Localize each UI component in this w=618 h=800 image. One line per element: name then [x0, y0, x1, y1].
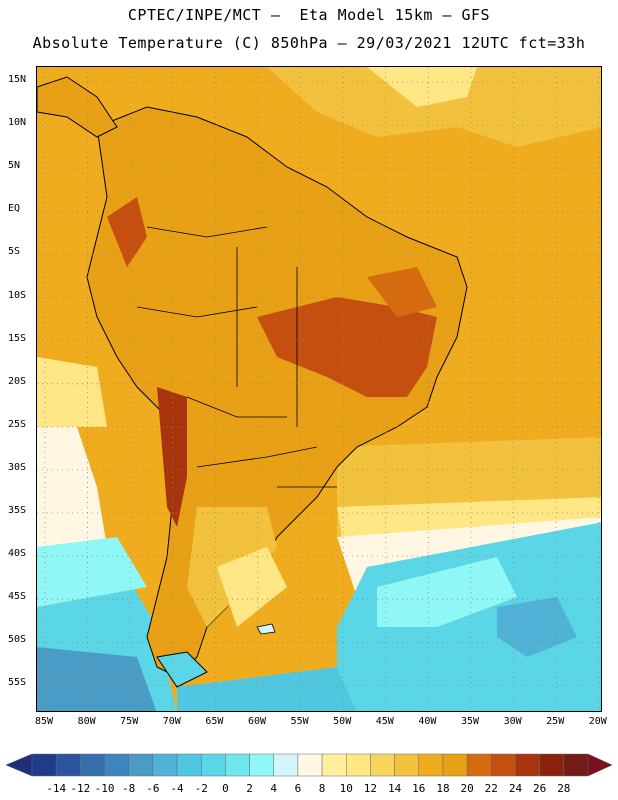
colorbar-cell: [273, 753, 299, 777]
colorbar-cell: [394, 753, 420, 777]
colorbar-tick-label: 16: [412, 782, 426, 795]
colorbar-cell: [297, 753, 323, 777]
lon-tick-label: 60W: [247, 716, 267, 727]
colorbar-tick-label: -2: [194, 782, 208, 795]
lat-tick-label: 10S: [8, 289, 27, 301]
north-atlantic-light: [367, 67, 477, 107]
lon-tick-label: 50W: [333, 716, 352, 727]
colorbar-tick-label: -12: [70, 782, 91, 795]
lat-tick-label: EQ: [8, 203, 21, 215]
temperature-map: [36, 66, 602, 712]
south-ocean-cyan: [337, 522, 601, 711]
lat-tick-label: 45S: [8, 591, 27, 603]
lon-tick-label: 25W: [546, 716, 565, 727]
colorbar-tick-label: 10: [339, 782, 353, 795]
colorbar-max-arrow: [587, 753, 613, 777]
colorbar-tick-label: 6: [294, 782, 302, 795]
colorbar-tick-label: -8: [122, 782, 136, 795]
colorbar-cell: [80, 753, 105, 777]
caribbean-warm-zone: [267, 67, 601, 147]
lon-tick-label: 55W: [290, 716, 309, 727]
lat-tick-label: 20S: [8, 375, 27, 387]
lon-tick-label: 30W: [503, 716, 522, 727]
lat-tick-label: 55S: [8, 677, 27, 689]
northeast-hot: [367, 267, 437, 317]
colorbar-cell: [346, 753, 371, 777]
colorbar-tick-label: -6: [146, 782, 160, 795]
lon-tick-label: 85W: [34, 716, 54, 727]
pacific-cyan-light: [37, 537, 147, 607]
patagonia-pale: [217, 547, 287, 627]
colorbar-tick-label: 4: [270, 782, 278, 795]
colorbar-cell: [466, 753, 492, 777]
colorbar-cell: [176, 753, 202, 777]
colorbar-cell: [539, 753, 565, 777]
lon-tick-label: 20W: [588, 716, 607, 727]
lat-tick-label: 5S: [8, 246, 21, 258]
andes-north-hot: [107, 197, 147, 267]
colorbar-tick-label: 20: [460, 782, 474, 795]
brazil-hot-core: [257, 297, 437, 397]
colorbar-cell: [31, 753, 57, 777]
colorbar-tick-label: 2: [246, 782, 253, 795]
colorbar-cell: [55, 753, 81, 777]
colorbar-tick-label: 14: [387, 782, 402, 795]
colorbar-tick-label: 12: [363, 782, 378, 795]
colorbar-cell: [491, 753, 516, 777]
lat-tick-label: 30S: [8, 461, 27, 473]
map-title-line-2: Absolute Temperature (C) 850hPa – 29/03/…: [32, 34, 586, 52]
lon-tick-label: 65W: [205, 716, 224, 727]
lat-tick-label: 5N: [8, 160, 21, 172]
south-ocean-cyan-light: [377, 557, 517, 627]
colorbar-cell: [563, 753, 589, 777]
temperature-colorbar: [5, 753, 613, 777]
lat-tick-label: 10N: [8, 117, 27, 129]
colorbar-tick-label: 8: [318, 782, 326, 795]
pacific-west-pale: [37, 427, 107, 547]
tierra-del-fuego: [156, 651, 208, 688]
pacific-west-yellow: [37, 357, 107, 427]
lon-tick-label: 45W: [375, 716, 394, 727]
colorbar-cell: [442, 753, 468, 777]
colorbar-cell: [515, 753, 540, 777]
colorbar-tick-label: 28: [557, 782, 571, 795]
colorbar-min-arrow: [5, 753, 33, 777]
colorbar-tick-label: 0: [222, 782, 229, 795]
andes-hot-strip: [157, 387, 187, 527]
colorbar-cell: [104, 753, 129, 777]
colorbar-cell: [200, 753, 226, 777]
colorbar-tick-label: -14: [46, 782, 67, 795]
lon-tick-label: 70W: [162, 716, 181, 727]
lat-tick-label: 35S: [8, 505, 27, 516]
colorbar-cell: [321, 753, 347, 777]
colorbar-cell: [418, 753, 444, 777]
lon-tick-label: 35W: [460, 716, 480, 727]
pacific-blue: [37, 647, 157, 711]
lon-tick-label: 75W: [120, 716, 139, 727]
lat-tick-label: 40S: [8, 548, 27, 560]
colorbar-tick-label: 26: [533, 782, 547, 795]
falkland-islands: [256, 623, 276, 635]
lat-tick-label: 50S: [8, 634, 27, 646]
colorbar-cell: [225, 753, 250, 777]
central-america-land: [37, 76, 118, 138]
colorbar-cells: [5, 753, 613, 777]
colorbar-tick-label: -4: [170, 782, 184, 795]
lon-tick-label: 80W: [77, 716, 96, 727]
lat-tick-label: 15S: [8, 332, 27, 344]
drake-passage-cyan: [177, 667, 357, 711]
colorbar-cell: [128, 753, 154, 777]
lon-tick-label: 40W: [418, 716, 437, 727]
lat-tick-label: 25S: [8, 418, 27, 430]
colorbar-tick-label: 22: [484, 782, 498, 795]
colorbar-cell: [249, 753, 274, 777]
colorbar-tick-label: 18: [436, 782, 450, 795]
colorbar-cell: [370, 753, 395, 777]
colorbar-cell: [152, 753, 178, 777]
lat-tick-label: 15N: [8, 74, 27, 85]
map-title-line-1: CPTEC/INPE/MCT – Eta Model 15km – GFS: [127, 6, 491, 24]
colorbar-tick-label: 24: [508, 782, 523, 795]
country-borders: [136, 226, 337, 488]
colorbar-tick-label: -10: [94, 782, 115, 795]
